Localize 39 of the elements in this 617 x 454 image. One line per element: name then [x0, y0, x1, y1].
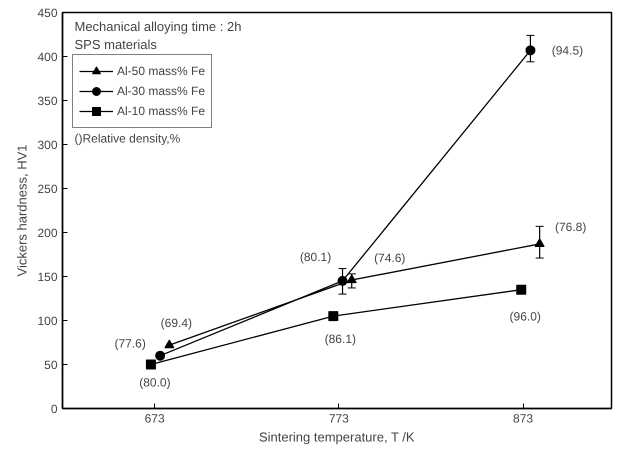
annotation: (94.5): [552, 43, 584, 58]
x-tick-label: 673: [144, 412, 165, 426]
point: [146, 360, 156, 370]
y-tick-label: 50: [44, 358, 58, 372]
annotation: (80.1): [300, 250, 332, 264]
annotation: (74.6): [374, 251, 406, 266]
y-axis-title: Vickers hardness, HV1: [14, 144, 30, 276]
point: [328, 311, 338, 322]
annotation: (86.1): [324, 332, 356, 346]
annotation: (69.4): [160, 316, 192, 330]
annotation: Mechanical alloying time : 2h: [74, 19, 242, 34]
legend-label: Al-30 mass% Fe: [117, 84, 206, 98]
x-axis-title: Sintering temperature, T /K: [258, 430, 415, 444]
annotation: ()Relative density,%: [74, 132, 181, 146]
y-tick-label: 100: [37, 314, 58, 328]
point: [164, 339, 174, 348]
y-tick-label: 150: [37, 270, 58, 284]
point: [346, 274, 357, 284]
annotation: (76.8): [554, 220, 586, 234]
y-tick-label: 450: [37, 6, 58, 20]
point: [525, 45, 536, 56]
legend-label: Al-50 mass% Fe: [117, 64, 206, 78]
point: [516, 284, 526, 295]
y-tick-label: 250: [37, 182, 58, 196]
legend-label: Al-10 mass% Fe: [117, 104, 206, 118]
annotation: (96.0): [510, 310, 541, 324]
y-tick-label: 200: [37, 226, 58, 240]
y-tick-label: 400: [37, 50, 58, 64]
annotation: SPS materials: [74, 37, 158, 52]
y-tick-label: 300: [37, 138, 58, 152]
y-tick-label: 0: [50, 402, 58, 416]
annotation: (77.6): [114, 336, 146, 351]
annotation: (80.0): [139, 376, 171, 390]
point: [338, 276, 348, 286]
x-tick-label: 873: [513, 412, 534, 426]
x-tick-label: 773: [328, 412, 350, 426]
point: [534, 238, 545, 248]
point: [155, 350, 166, 361]
y-tick-label: 350: [37, 94, 58, 108]
